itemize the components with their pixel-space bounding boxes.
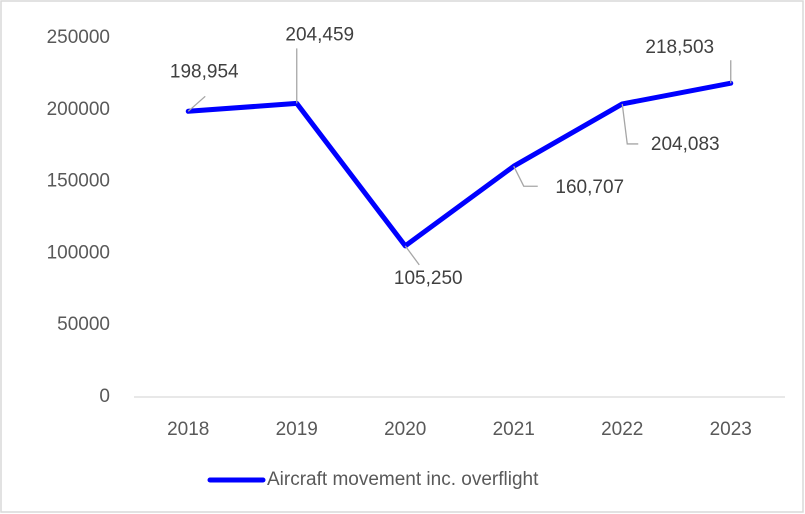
data-label: 204,459 [285, 24, 354, 45]
data-line [185, 80, 734, 249]
x-tick-label: 2021 [493, 419, 535, 440]
x-tick-label: 2023 [710, 419, 752, 440]
data-label: 218,503 [645, 37, 714, 58]
data-label: 198,954 [170, 61, 239, 82]
y-tick-label: 200000 [47, 99, 110, 120]
data-label: 105,250 [394, 268, 463, 289]
leader-line [513, 165, 538, 187]
y-tick-label: 50000 [57, 314, 110, 335]
leader-line [404, 245, 420, 266]
y-tick-label: 150000 [47, 171, 110, 192]
y-tick-label: 0 [99, 386, 110, 407]
leader-line [187, 95, 206, 112]
x-tick-label: 2019 [276, 419, 318, 440]
y-tick-label: 100000 [47, 242, 110, 263]
legend-label: Aircraft movement inc. overflight [267, 469, 539, 490]
x-tick-label: 2018 [167, 419, 209, 440]
y-tick-label: 250000 [47, 27, 110, 48]
x-tick-label: 2022 [601, 419, 643, 440]
data-label: 204,083 [651, 134, 720, 155]
x-tick-label: 2020 [384, 419, 426, 440]
leader-line [621, 103, 639, 145]
data-label: 160,707 [555, 177, 624, 198]
